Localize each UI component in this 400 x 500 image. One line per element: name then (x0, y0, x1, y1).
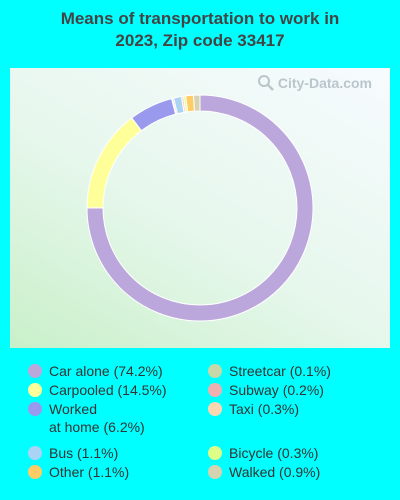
legend-label: Other (1.1%) (49, 464, 130, 480)
legend-item-carpooled: Carpooled (14.5%) (28, 381, 167, 399)
legend-item-streetcar: Streetcar (0.1%) (208, 362, 331, 380)
chart-title: Means of transportation to work in 2023,… (0, 8, 400, 52)
slice-worked-at-home (131, 98, 177, 132)
legend-item-walked: Walked (0.9%) (208, 463, 320, 481)
legend-swatch (208, 446, 222, 460)
legend-label: Car alone (74.2%) (49, 363, 163, 379)
legend-label: Walked (0.9%) (229, 464, 321, 480)
legend-label: Carpooled (14.5%) (49, 382, 167, 398)
legend-item-bus: Bus (1.1%) (28, 444, 118, 462)
legend-swatch (208, 402, 222, 416)
chart-title-line-2: 2023, Zip code 33417 (115, 31, 285, 50)
donut-chart (86, 94, 314, 322)
legend-item-other: Other (1.1%) (28, 463, 129, 481)
magnifier-icon (257, 75, 274, 91)
legend-item-worked-at-home: Worked at home (6.2%) (28, 400, 145, 436)
slice-walked (193, 94, 201, 112)
legend: Car alone (74.2%) Carpooled (14.5%) Worked… (0, 362, 400, 492)
legend-swatch (28, 383, 42, 397)
legend-label: Streetcar (0.1%) (229, 363, 331, 379)
legend-swatch (208, 465, 222, 479)
legend-item-subway: Subway (0.2%) (208, 381, 324, 399)
legend-swatch (28, 364, 42, 378)
legend-swatch (28, 402, 42, 416)
legend-swatch (28, 446, 42, 460)
watermark-text: City-Data.com (277, 75, 372, 91)
legend-label: Bus (1.1%) (49, 445, 119, 461)
legend-swatch (208, 383, 222, 397)
legend-swatch (208, 364, 222, 378)
legend-swatch (28, 465, 42, 479)
legend-label: Subway (0.2%) (229, 382, 324, 398)
watermark: City-Data.com (257, 74, 372, 92)
legend-label: Worked at home (6.2%) (49, 401, 145, 435)
legend-label: Taxi (0.3%) (229, 401, 300, 417)
legend-item-car-alone: Car alone (74.2%) (28, 362, 163, 380)
slice-carpooled (86, 117, 143, 209)
slice-car-alone (86, 94, 314, 322)
chart-title-line-1: Means of transportation to work in (60, 9, 340, 28)
slice-other (185, 94, 195, 113)
legend-item-taxi: Taxi (0.3%) (208, 400, 299, 418)
chart-panel: City-Data.com (10, 68, 390, 348)
legend-item-bicycle: Bicycle (0.3%) (208, 444, 318, 462)
legend-label: Bicycle (0.3%) (229, 445, 319, 461)
